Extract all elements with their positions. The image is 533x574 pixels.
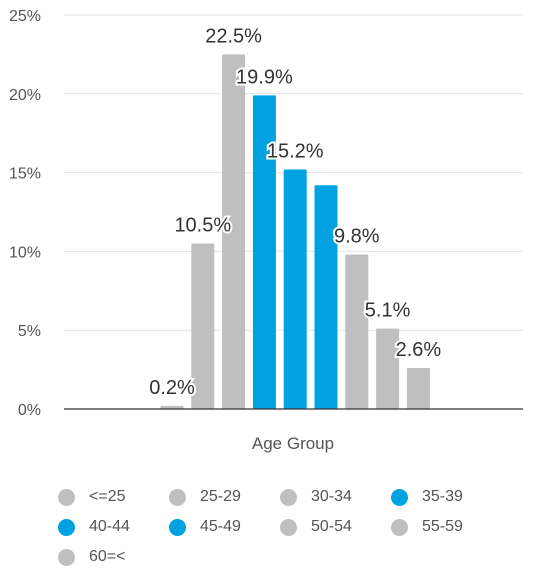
- legend-label: 35-39: [422, 488, 463, 505]
- y-tick-label: 15%: [9, 166, 41, 183]
- data-label: 22.5%: [205, 25, 262, 47]
- legend-label: 40-44: [89, 518, 130, 535]
- data-label: 0.2%: [149, 377, 195, 399]
- data-label: 19.9%: [236, 66, 293, 88]
- legend-item: 45-49: [169, 516, 280, 538]
- y-tick-label: 25%: [9, 8, 41, 25]
- legend-label: 60=<: [89, 548, 126, 565]
- bar-25-29: [191, 243, 215, 409]
- y-axis-ticks: 0% 5% 10% 15% 20% 25%: [9, 8, 41, 419]
- legend: <=25 25-29 30-34 35-39 40-44 45-49 50-54 55-59 6…: [58, 486, 528, 568]
- data-label: 15.2%: [267, 140, 324, 162]
- legend-swatch: [169, 488, 186, 506]
- legend-swatch: [58, 518, 75, 536]
- legend-swatch: [58, 548, 75, 566]
- legend-swatch: [391, 488, 408, 506]
- data-label: 9.8%: [334, 226, 380, 248]
- legend-label: 50-54: [311, 518, 352, 535]
- legend-label: 55-59: [422, 518, 463, 535]
- legend-swatch: [280, 518, 297, 536]
- bar-60=<: [406, 368, 430, 409]
- bar-50-54: [345, 254, 369, 409]
- legend-item: 40-44: [58, 516, 169, 538]
- legend-label: 45-49: [200, 518, 241, 535]
- y-tick-label: 0%: [18, 402, 41, 419]
- legend-swatch: [280, 488, 297, 506]
- data-label: 10.5%: [174, 215, 231, 237]
- data-labels: 0.2% 10.5% 22.5% 19.9% 15.2% 9.8% 5.1% 2.6%: [147, 23, 443, 400]
- bar-40-44: [283, 169, 307, 409]
- data-label: 2.6%: [396, 339, 442, 361]
- bar-chart: 0% 5% 10% 15% 20% 25% 0.2% 10.5% 22.5% 19.9% 15.2…: [9, 8, 523, 453]
- legend-item: 35-39: [391, 486, 502, 508]
- legend-item: 25-29: [169, 486, 280, 508]
- legend-item: 30-34: [280, 486, 391, 508]
- y-tick-label: 5%: [18, 323, 41, 340]
- legend-label: 25-29: [200, 488, 241, 505]
- legend-swatch: [169, 518, 186, 536]
- legend-item: 55-59: [391, 516, 502, 538]
- bar-<=25: [160, 405, 184, 409]
- bar-35-39: [252, 95, 276, 409]
- legend-swatch: [58, 488, 75, 506]
- legend-label: <=25: [89, 488, 126, 505]
- legend-item: 60=<: [58, 546, 169, 568]
- y-tick-label: 20%: [9, 87, 41, 104]
- x-axis-label: Age Group: [252, 434, 334, 453]
- bars: [160, 54, 430, 410]
- legend-item: <=25: [58, 486, 169, 508]
- legend-label: 30-34: [311, 488, 352, 505]
- bar-55-59: [376, 328, 400, 409]
- legend-item: 50-54: [280, 516, 391, 538]
- bar-45-49: [314, 185, 338, 409]
- y-tick-label: 10%: [9, 244, 41, 261]
- data-label: 5.1%: [365, 300, 411, 322]
- legend-swatch: [391, 518, 408, 536]
- bar-30-34: [222, 54, 246, 410]
